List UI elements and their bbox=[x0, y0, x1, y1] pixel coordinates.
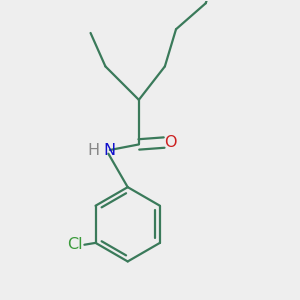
Text: O: O bbox=[164, 135, 177, 150]
Text: Cl: Cl bbox=[67, 237, 83, 252]
Text: N: N bbox=[103, 142, 116, 158]
Text: H: H bbox=[88, 142, 100, 158]
